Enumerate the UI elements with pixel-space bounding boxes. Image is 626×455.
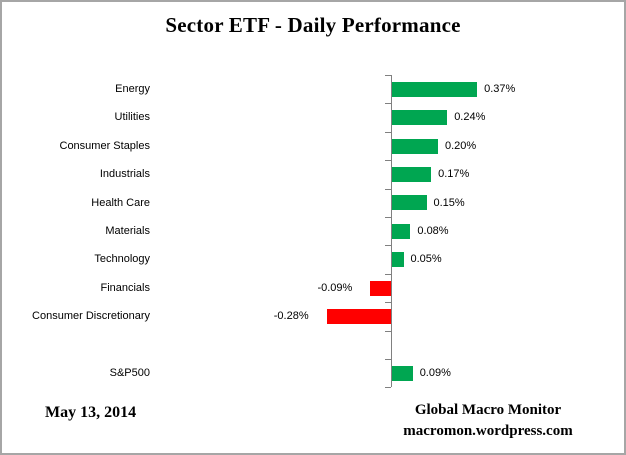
bar-technology	[392, 252, 404, 268]
value-label-s-p500: 0.09%	[419, 367, 451, 379]
value-label-consumer-staples: 0.20%	[445, 139, 477, 152]
date-label: May 13, 2014	[45, 404, 137, 421]
bar-industrials	[392, 166, 432, 182]
axis-tick	[385, 245, 391, 247]
category-label-consumer-discretionary: Consumer Discretionary	[32, 310, 150, 323]
bar-s-p500	[392, 365, 413, 381]
category-label-financials: Financials	[100, 281, 150, 294]
axis-tick	[385, 217, 391, 218]
category-label-industrials: Industrials	[99, 168, 150, 181]
category-label-s-p500: S&P500	[109, 367, 150, 379]
category-label-utilities: Utilities	[114, 111, 150, 124]
axis-tick	[385, 188, 391, 190]
value-label-health-care: 0.15%	[433, 196, 465, 209]
value-label-materials: 0.08%	[417, 225, 449, 237]
axis-tick	[385, 387, 391, 389]
bar-energy	[392, 81, 478, 97]
bar-materials	[392, 223, 411, 239]
source-url: macromon.wordpress.com	[403, 423, 573, 439]
chart-title: Sector ETF - Daily Performance	[165, 13, 461, 37]
bar-consumer-staples	[392, 138, 438, 154]
category-label-technology: Technology	[94, 253, 150, 266]
value-label-financials: -0.09%	[317, 281, 353, 294]
category-label-health-care: Health Care	[91, 196, 150, 209]
axis-tick	[385, 160, 391, 162]
value-label-technology: 0.05%	[410, 253, 442, 266]
category-label-consumer-staples: Consumer Staples	[59, 139, 151, 152]
axis-tick	[385, 330, 391, 332]
value-label-energy: 0.37%	[484, 83, 516, 95]
value-axis	[391, 75, 392, 388]
axis-tick	[385, 75, 391, 76]
axis-tick	[385, 273, 391, 275]
category-label-energy: Energy	[115, 83, 150, 95]
source-name: Global Macro Monitor	[414, 402, 562, 418]
category-label-materials: Materials	[105, 225, 150, 237]
axis-tick	[385, 359, 391, 360]
bar-financials	[370, 280, 391, 296]
source-attribution: Global Macro Monitor macromon.wordpress.…	[358, 400, 618, 442]
value-label-industrials: 0.17%	[438, 168, 470, 181]
value-label-utilities: 0.24%	[454, 111, 486, 124]
value-label-consumer-discretionary: -0.28%	[273, 310, 309, 323]
bar-utilities	[392, 110, 448, 126]
axis-tick	[385, 302, 391, 304]
axis-tick	[385, 103, 391, 105]
bar-consumer-discretionary	[326, 308, 391, 324]
axis-tick	[385, 131, 391, 133]
bar-health-care	[392, 195, 427, 211]
